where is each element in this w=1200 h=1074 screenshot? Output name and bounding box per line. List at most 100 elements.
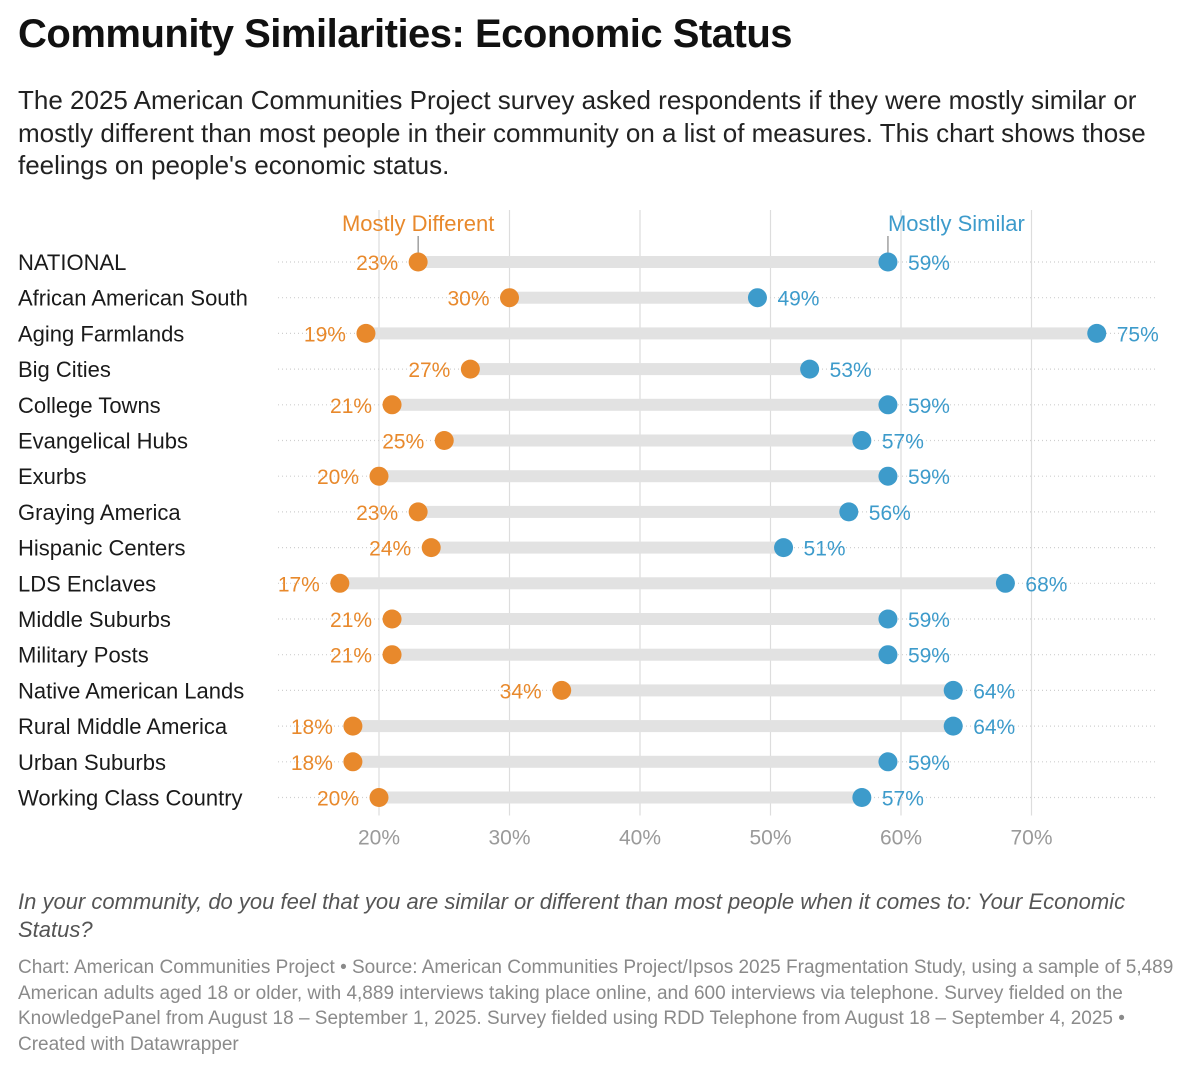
- value-label-similar: 49%: [777, 288, 819, 311]
- value-label-different: 30%: [447, 288, 489, 311]
- range-bar: [509, 291, 758, 304]
- legend-mostly-different: Mostly Different: [342, 211, 494, 236]
- range-bar: [561, 684, 954, 697]
- value-label-similar: 64%: [973, 680, 1015, 703]
- value-label-similar: 59%: [908, 609, 950, 632]
- dot-mostly-different: [369, 788, 389, 807]
- dot-mostly-similar: [878, 752, 898, 772]
- category-label: African American South: [18, 286, 248, 311]
- created-with-note: Created with Datawrapper: [18, 1033, 239, 1055]
- dot-mostly-different: [382, 645, 402, 665]
- value-label-different: 34%: [500, 680, 542, 703]
- dot-mostly-different: [434, 431, 454, 450]
- x-tick-label: 40%: [619, 827, 661, 850]
- range-bar: [444, 434, 862, 447]
- x-tick-label: 60%: [880, 827, 922, 850]
- value-label-similar: 75%: [1117, 323, 1159, 346]
- category-label: Hispanic Centers: [18, 536, 186, 561]
- range-bar: [379, 791, 862, 804]
- category-label: Middle Suburbs: [18, 607, 171, 632]
- value-label-similar: 59%: [908, 466, 950, 489]
- x-tick-label: 30%: [488, 827, 530, 850]
- category-label: Rural Middle America: [18, 714, 228, 739]
- dot-mostly-different: [356, 323, 376, 343]
- chart-subtitle: The 2025 American Communities Project su…: [18, 85, 1146, 180]
- x-tick-label: 50%: [749, 827, 791, 850]
- value-label-similar: 56%: [869, 502, 911, 525]
- dot-mostly-different: [343, 752, 363, 772]
- chart-title: Community Similarities: Economic Status: [18, 12, 793, 56]
- value-label-similar: 64%: [973, 716, 1015, 739]
- dot-range-chart: 20% 30% 40% 50% 60% 70% Mostly Different Mostly…: [18, 210, 1159, 850]
- value-label-similar: 53%: [830, 359, 872, 382]
- value-label-different: 23%: [356, 252, 398, 275]
- dot-mostly-similar: [774, 538, 794, 558]
- range-bar: [392, 613, 888, 625]
- range-bar: [339, 577, 1006, 590]
- dot-mostly-different: [330, 573, 350, 593]
- notes-separator: •: [1118, 1008, 1125, 1029]
- value-label-different: 20%: [317, 466, 359, 489]
- dot-mostly-similar: [878, 645, 898, 665]
- value-label-different: 18%: [291, 752, 333, 775]
- value-label-different: 23%: [356, 502, 398, 525]
- value-label-different: 21%: [330, 609, 372, 632]
- dot-mostly-different: [421, 538, 441, 558]
- category-label: Exurbs: [18, 464, 86, 489]
- category-label: Big Cities: [18, 357, 111, 382]
- category-label: Graying America: [18, 500, 181, 525]
- dot-mostly-similar: [852, 788, 872, 807]
- dot-mostly-different: [460, 359, 480, 379]
- value-label-similar: 59%: [908, 645, 950, 668]
- value-label-different: 18%: [291, 716, 333, 739]
- dot-mostly-different: [408, 502, 428, 522]
- dot-mostly-similar: [1087, 323, 1107, 343]
- value-label-different: 21%: [330, 645, 372, 668]
- range-bar: [470, 363, 810, 376]
- value-label-similar: 68%: [1025, 573, 1067, 596]
- value-label-different: 25%: [382, 431, 424, 454]
- dot-mostly-similar: [800, 359, 820, 379]
- category-label: Military Posts: [18, 643, 149, 668]
- category-label: College Towns: [18, 393, 161, 418]
- range-bar: [418, 505, 849, 518]
- range-bar: [352, 755, 888, 768]
- legend-mostly-similar: Mostly Similar: [888, 211, 1025, 236]
- dot-mostly-different: [382, 395, 402, 415]
- value-label-different: 27%: [408, 359, 450, 382]
- dot-mostly-different: [408, 252, 428, 272]
- range-bar: [352, 720, 954, 733]
- notes-separator: •: [340, 957, 347, 978]
- range-bar: [392, 648, 888, 661]
- value-label-similar: 59%: [908, 395, 950, 418]
- dot-mostly-similar: [839, 502, 859, 522]
- dot-mostly-similar: [878, 609, 898, 629]
- value-label-similar: 57%: [882, 788, 924, 811]
- value-label-different: 21%: [330, 395, 372, 418]
- value-label-different: 24%: [369, 538, 411, 561]
- category-label: Native American Lands: [18, 678, 244, 703]
- range-bar: [418, 256, 888, 268]
- value-label-different: 19%: [304, 323, 346, 346]
- dot-mostly-different: [382, 609, 402, 629]
- dot-mostly-similar: [878, 395, 898, 415]
- dot-mostly-different: [343, 716, 363, 736]
- range-bar: [365, 327, 1097, 340]
- category-label: NATIONAL: [18, 250, 126, 275]
- dot-mostly-different: [369, 466, 389, 486]
- value-label-different: 17%: [278, 573, 320, 596]
- dot-mostly-similar: [943, 716, 963, 736]
- dot-mostly-similar: [878, 252, 898, 272]
- category-label: Urban Suburbs: [18, 750, 166, 775]
- source-note: Source: American Communities Project/Ips…: [18, 957, 1174, 1029]
- survey-question: In your community, do you feel that you …: [18, 889, 1126, 942]
- category-label: Evangelical Hubs: [18, 429, 188, 454]
- dot-mostly-different: [500, 288, 519, 308]
- category-label: Aging Farmlands: [18, 321, 184, 346]
- dot-mostly-similar: [878, 466, 898, 486]
- x-tick-label: 70%: [1010, 827, 1052, 850]
- value-label-similar: 51%: [804, 538, 846, 561]
- chart-credit: Chart: American Communities Project: [18, 957, 335, 978]
- dot-mostly-different: [552, 680, 572, 700]
- category-label: LDS Enclaves: [18, 571, 156, 596]
